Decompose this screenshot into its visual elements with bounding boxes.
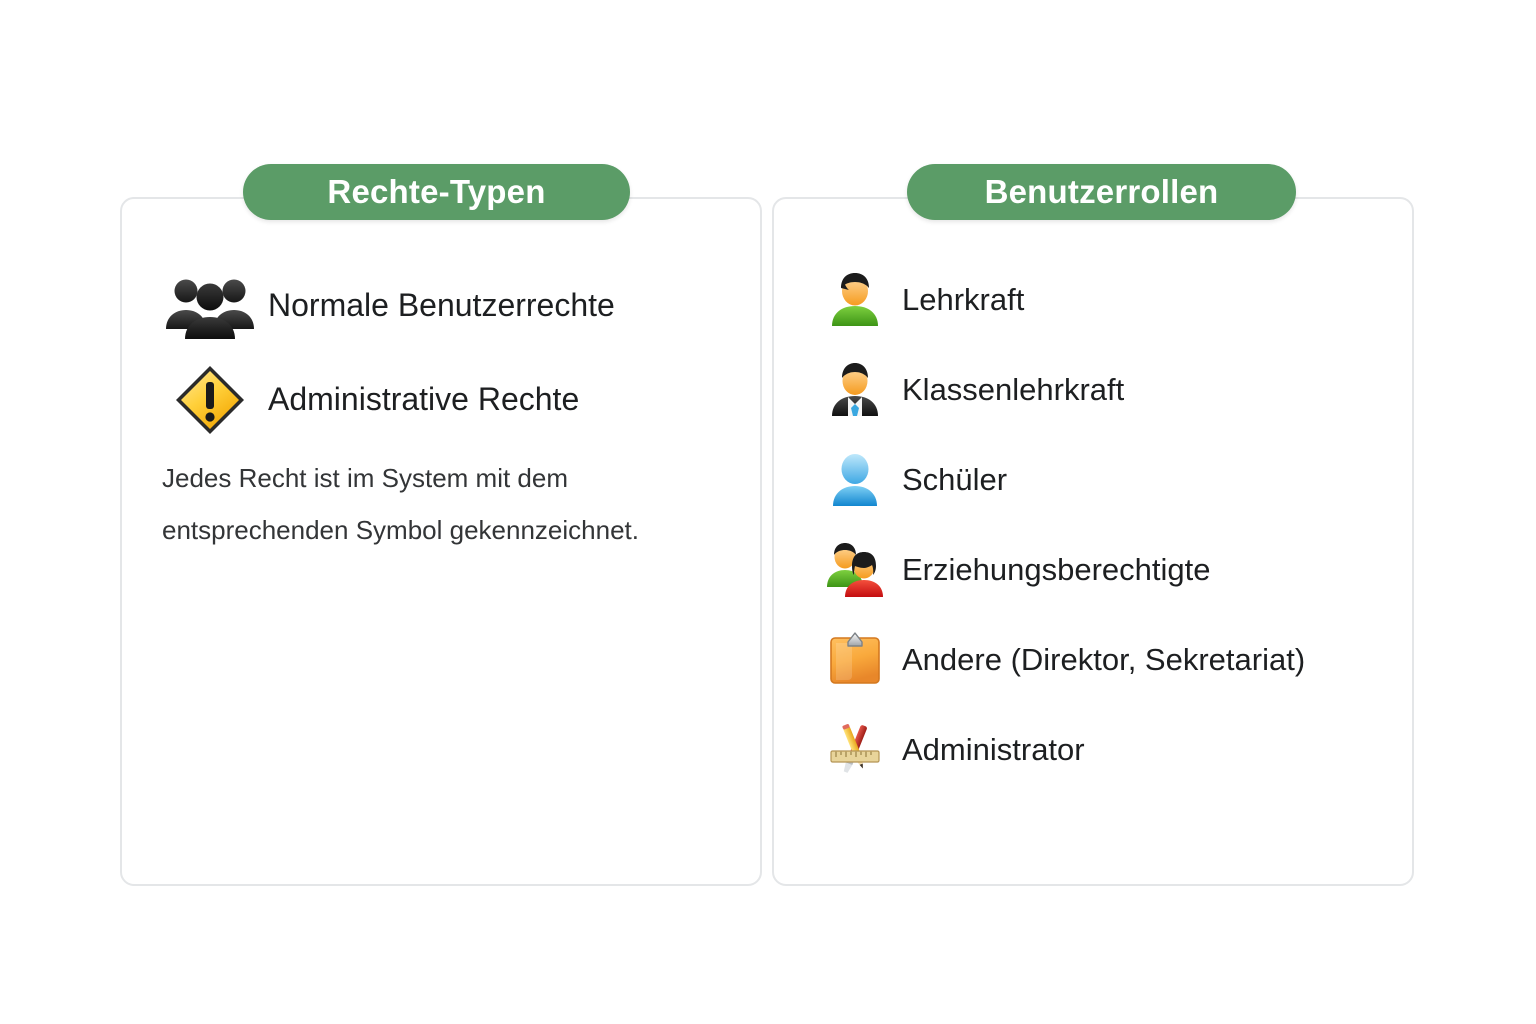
list-item-label: Erziehungsberechtigte xyxy=(902,551,1211,587)
clipboard-icon xyxy=(826,630,884,688)
two-users-icon xyxy=(826,540,884,598)
suit-user-icon xyxy=(826,360,884,418)
rechte-typen-note: Jedes Recht ist im System mit dem entspr… xyxy=(162,463,639,545)
list-item: Lehrkraft xyxy=(826,254,1305,344)
list-item: Erziehungsberechtigte xyxy=(826,524,1305,614)
list-item: Klassenlehrkraft xyxy=(826,344,1305,434)
panel-benutzerrollen xyxy=(772,197,1414,886)
list-item-label: Administrative Rechte xyxy=(268,381,580,417)
panel-title-benutzerrollen: Benutzerrollen xyxy=(907,164,1296,220)
list-item-label: Schüler xyxy=(902,461,1008,497)
blue-user-icon xyxy=(826,450,884,508)
list-item: Schüler xyxy=(826,434,1305,524)
list-item: Administrative Rechte xyxy=(162,352,615,446)
group-users-icon xyxy=(162,269,258,341)
warning-diamond-icon xyxy=(162,363,258,435)
benutzerrollen-list: Lehrkraft xyxy=(826,254,1305,794)
teacher-green-user-icon xyxy=(826,270,884,328)
rechte-typen-list: Normale Benutzerrechte xyxy=(162,258,615,446)
list-item-label: Administrator xyxy=(902,731,1085,767)
pencil-brush-ruler-icon xyxy=(826,720,884,778)
panel-title-rechte-typen: Rechte-Typen xyxy=(243,164,630,220)
list-item-label: Klassenlehrkraft xyxy=(902,371,1125,407)
list-item-label: Lehrkraft xyxy=(902,281,1025,317)
list-item: Normale Benutzerrechte xyxy=(162,258,615,352)
list-item-label: Normale Benutzerrechte xyxy=(268,287,615,323)
list-item: Andere (Direktor, Sekretariat) xyxy=(826,614,1305,704)
list-item-label: Andere (Direktor, Sekretariat) xyxy=(902,641,1306,677)
list-item: Administrator xyxy=(826,704,1305,794)
